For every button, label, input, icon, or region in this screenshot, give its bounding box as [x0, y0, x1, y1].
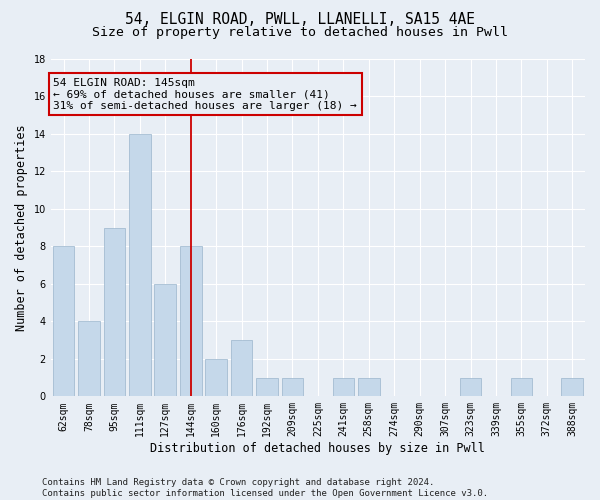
Bar	[281, 378, 303, 396]
Y-axis label: Number of detached properties: Number of detached properties	[15, 124, 28, 331]
Bar	[332, 378, 354, 396]
Bar	[180, 246, 202, 396]
Bar	[358, 378, 380, 396]
Bar	[104, 228, 125, 396]
Text: 54 ELGIN ROAD: 145sqm
← 69% of detached houses are smaller (41)
31% of semi-deta: 54 ELGIN ROAD: 145sqm ← 69% of detached …	[53, 78, 357, 111]
Bar	[53, 246, 74, 396]
Bar	[460, 378, 481, 396]
Bar	[129, 134, 151, 396]
Bar	[205, 359, 227, 397]
X-axis label: Distribution of detached houses by size in Pwll: Distribution of detached houses by size …	[151, 442, 485, 455]
Text: Size of property relative to detached houses in Pwll: Size of property relative to detached ho…	[92, 26, 508, 39]
Bar	[154, 284, 176, 397]
Bar	[562, 378, 583, 396]
Bar	[256, 378, 278, 396]
Text: 54, ELGIN ROAD, PWLL, LLANELLI, SA15 4AE: 54, ELGIN ROAD, PWLL, LLANELLI, SA15 4AE	[125, 12, 475, 28]
Text: Contains HM Land Registry data © Crown copyright and database right 2024.
Contai: Contains HM Land Registry data © Crown c…	[42, 478, 488, 498]
Bar	[511, 378, 532, 396]
Bar	[231, 340, 253, 396]
Bar	[78, 322, 100, 396]
